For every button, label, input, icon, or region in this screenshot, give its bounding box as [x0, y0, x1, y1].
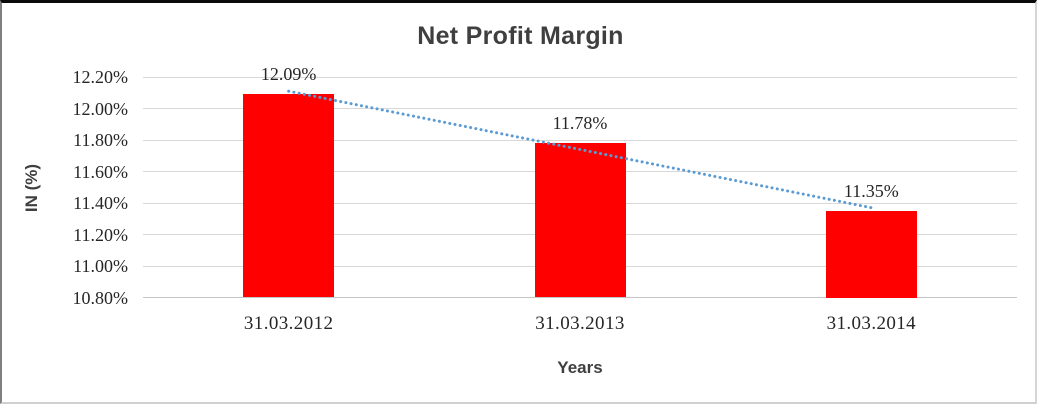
y-tick-label: 11.80% [73, 130, 128, 150]
x-axis-title: Years [557, 358, 603, 377]
bar-31.03.2013 [534, 143, 626, 298]
bar-value-label: 12.09% [260, 64, 317, 85]
y-tick-label: 11.20% [73, 224, 128, 245]
x-tick-label: 31.03.2012 [243, 313, 334, 334]
bar-31.03.2012 [243, 94, 335, 298]
gridline [143, 76, 1017, 78]
y-tick-label: 11.40% [73, 193, 128, 213]
y-tick-label: 10.80% [72, 287, 129, 308]
y-tick-label: 12.00% [72, 98, 129, 119]
x-tick-label: 31.03.2014 [826, 313, 917, 334]
bar-value-label: 11.35% [843, 180, 899, 201]
y-axis-title: IN (%) [22, 163, 41, 213]
bar-value-label: 11.78% [552, 113, 608, 134]
bar-31.03.2014 [825, 210, 917, 298]
y-tick-label: 11.00% [73, 256, 128, 276]
y-tick-label: 12.20% [72, 67, 129, 87]
y-tick-label: 11.60% [73, 161, 128, 182]
chart-title: Net Profit Margin [417, 22, 624, 50]
x-tick-label: 31.03.2013 [535, 313, 625, 334]
gridline [143, 297, 1017, 298]
